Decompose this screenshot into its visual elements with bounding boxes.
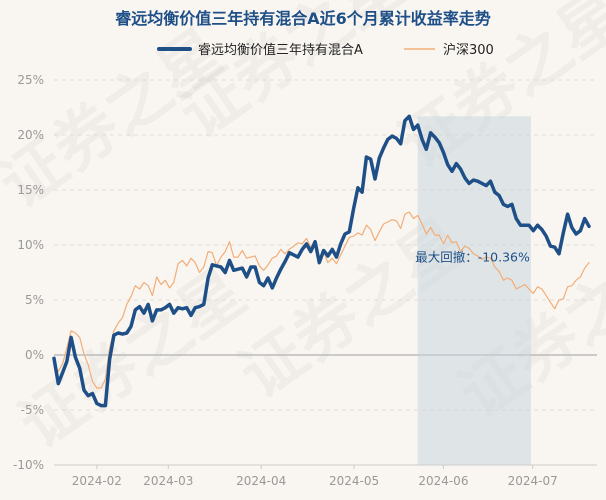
x-tick-label: 2024-06 bbox=[418, 474, 468, 488]
legend-label-index: 沪深300 bbox=[443, 42, 494, 58]
x-tick-label: 2024-02 bbox=[72, 474, 122, 488]
legend: 睿远均衡价值三年持有混合A 沪深300 bbox=[157, 42, 494, 58]
y-tick-label: 0% bbox=[25, 348, 44, 362]
y-tick-label: 20% bbox=[17, 128, 44, 142]
series-line-fund bbox=[52, 114, 591, 408]
series-layer bbox=[52, 114, 591, 408]
y-tick-label: 25% bbox=[17, 73, 44, 87]
max-drawdown-region bbox=[417, 116, 531, 466]
max-drawdown-label: 最大回撤：-10.36% bbox=[415, 250, 530, 265]
legend-label-fund: 睿远均衡价值三年持有混合A bbox=[198, 42, 363, 58]
y-tick-label: -10% bbox=[13, 458, 44, 472]
x-tick-label: 2024-04 bbox=[236, 474, 286, 488]
x-tick-label: 2024-07 bbox=[508, 474, 558, 488]
watermark-text-3: 证券之星 bbox=[7, 256, 259, 463]
y-tick-label: 15% bbox=[17, 183, 44, 197]
x-tick-label: 2024-03 bbox=[143, 474, 193, 488]
axis-layer: 25% 20% 15% 10% 5% 0% -5% -10% 2024-02 2024-03 202… bbox=[13, 73, 597, 488]
y-tick-label: 5% bbox=[25, 293, 44, 307]
y-tick-label: 10% bbox=[17, 238, 44, 252]
y-tick-label: -5% bbox=[21, 403, 44, 417]
chart-title: 睿远均衡价值三年持有混合A近6个月累计收益率走势 bbox=[115, 9, 491, 28]
x-tick-label: 2024-05 bbox=[329, 474, 379, 488]
